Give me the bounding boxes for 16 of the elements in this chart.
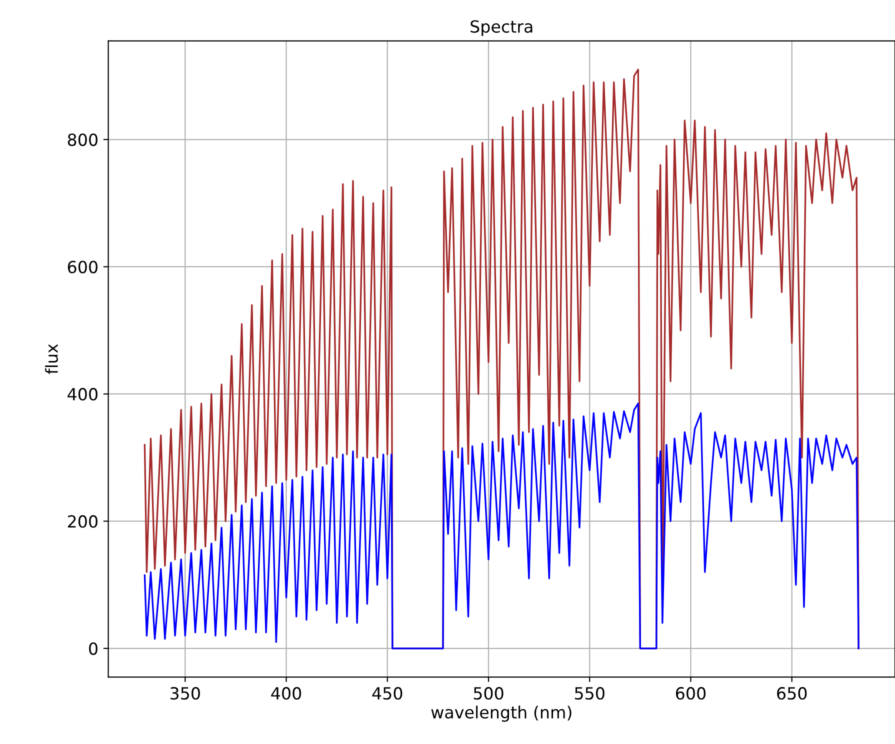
x-tick-label: 600: [676, 687, 706, 700]
x-tick-label: 550: [575, 687, 604, 700]
y-tick-label: 400: [68, 388, 98, 401]
x-tick-label: 400: [271, 687, 302, 700]
chart-title: Spectra: [470, 20, 532, 36]
x-tick-label: 500: [474, 687, 504, 700]
y-tick-label: 200: [68, 515, 98, 528]
x-tick-label: 650: [777, 687, 807, 700]
y-axis-title: flux: [45, 344, 58, 374]
line-series: [144, 402, 860, 650]
x-tick-label: 450: [372, 687, 402, 700]
y-tick-label: 800: [68, 133, 98, 146]
y-tick-label: 0: [89, 642, 98, 655]
y-tick-label: 600: [68, 260, 98, 274]
x-tick-label: 350: [170, 687, 200, 700]
x-axis-title: wavelength (nm): [431, 706, 572, 722]
